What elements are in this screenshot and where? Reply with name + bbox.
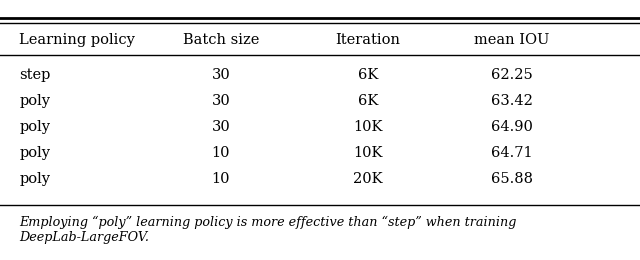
Text: 63.42: 63.42 <box>491 94 533 108</box>
Text: 64.90: 64.90 <box>491 120 533 134</box>
Text: 64.71: 64.71 <box>491 146 533 160</box>
Text: 30: 30 <box>211 120 230 134</box>
Text: 6K: 6K <box>358 94 378 108</box>
Text: poly: poly <box>19 94 50 108</box>
Text: 20K: 20K <box>353 172 383 186</box>
Text: poly: poly <box>19 146 50 160</box>
Text: Employing “poly” learning policy is more effective than “step” when training: Employing “poly” learning policy is more… <box>19 215 516 229</box>
Text: mean IOU: mean IOU <box>474 33 550 47</box>
Text: Iteration: Iteration <box>335 33 401 47</box>
Text: 30: 30 <box>211 68 230 82</box>
Text: 10K: 10K <box>353 120 383 134</box>
Text: poly: poly <box>19 120 50 134</box>
Text: 62.25: 62.25 <box>491 68 533 82</box>
Text: 65.88: 65.88 <box>491 172 533 186</box>
Text: 6K: 6K <box>358 68 378 82</box>
Text: 30: 30 <box>211 94 230 108</box>
Text: step: step <box>19 68 51 82</box>
Text: Batch size: Batch size <box>182 33 259 47</box>
Text: 10: 10 <box>212 172 230 186</box>
Text: 10: 10 <box>212 146 230 160</box>
Text: Learning policy: Learning policy <box>19 33 135 47</box>
Text: poly: poly <box>19 172 50 186</box>
Text: 10K: 10K <box>353 146 383 160</box>
Text: DeepLab-LargeFOV.: DeepLab-LargeFOV. <box>19 231 149 244</box>
